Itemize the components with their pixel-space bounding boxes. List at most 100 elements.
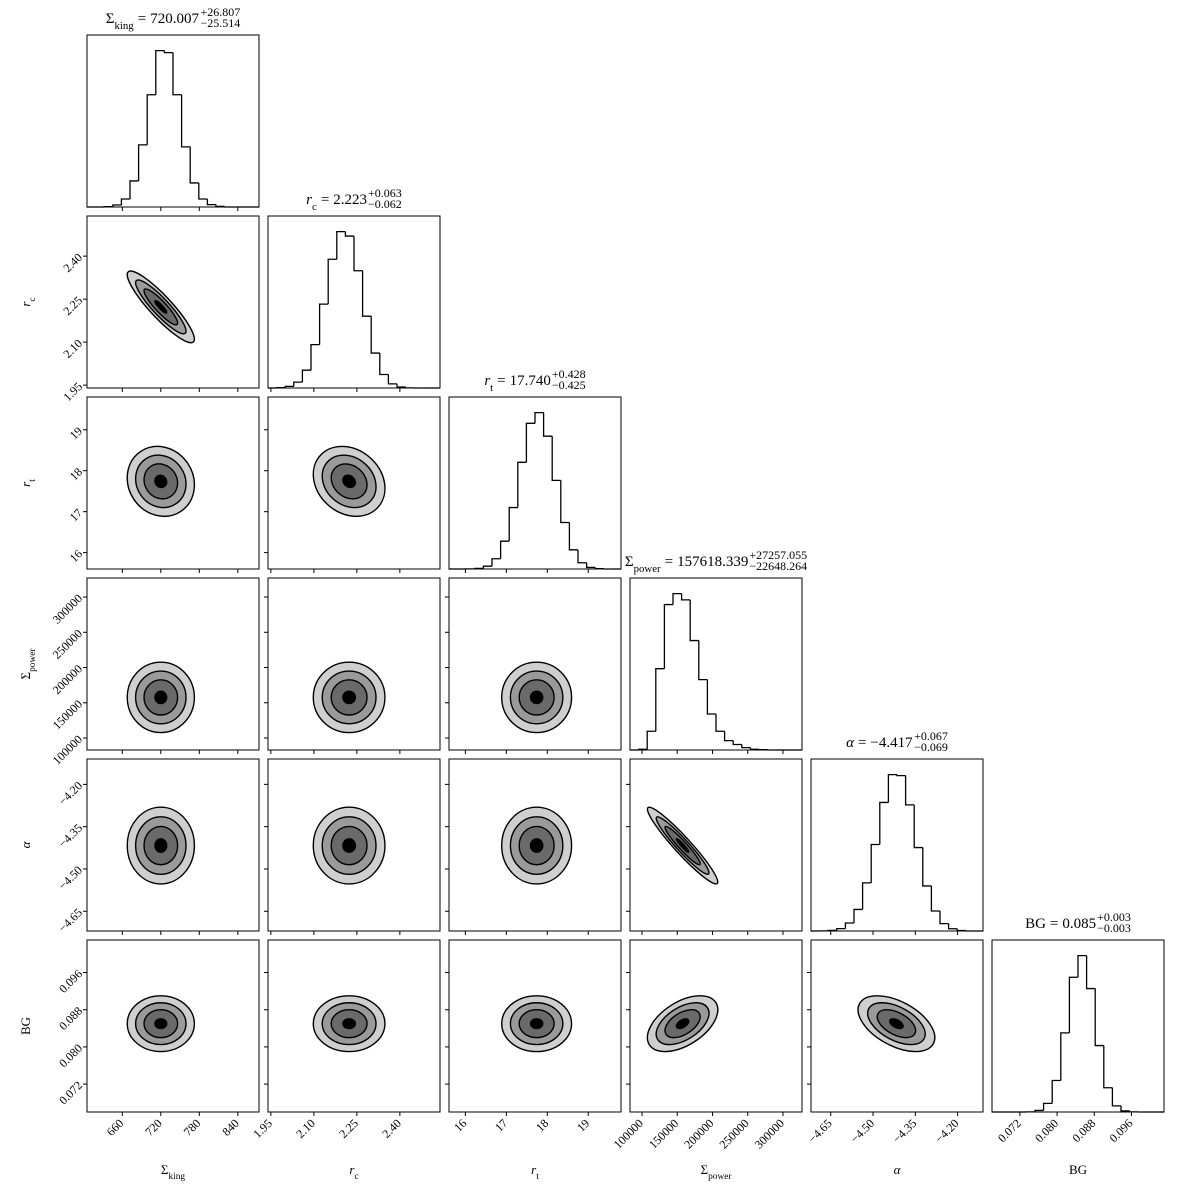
param-subscript: c — [312, 201, 317, 213]
panel-frame — [629, 939, 803, 1113]
histogram-bin — [542, 412, 553, 437]
y-tick-label: 2.40 — [60, 250, 85, 275]
histogram-bin — [689, 599, 699, 642]
title-err-minus: −25.514 — [200, 16, 240, 30]
param-symbol: Σ — [161, 1162, 169, 1177]
histogram-bin — [1094, 988, 1104, 1047]
histogram-bin — [551, 436, 561, 482]
x-tick-label: −4.35 — [890, 1116, 920, 1146]
panel-frame — [86, 215, 260, 389]
x-tick-label: 1.95 — [250, 1116, 275, 1141]
x-tick-label: 150000 — [646, 1116, 681, 1151]
histogram-bin — [482, 565, 492, 569]
histogram-bin — [327, 258, 337, 305]
param-symbol: r — [349, 1162, 355, 1177]
histogram-bin — [749, 747, 759, 750]
title-main: Σpower = 157618.339 — [625, 554, 748, 575]
histogram-bin — [939, 911, 949, 925]
histogram-bin — [594, 567, 604, 570]
histogram-bin — [534, 411, 544, 424]
contour — [675, 1018, 690, 1030]
x-tick-label: 840 — [219, 1116, 242, 1139]
histogram-bin — [198, 182, 208, 200]
title-main: BG = 0.085 — [1025, 916, 1096, 932]
contour-panel: −4.65 −4.50 −4.35 −4.20 — [805, 939, 984, 1146]
panel-frame — [86, 939, 260, 1113]
histogram-bin — [396, 383, 406, 388]
y-tick-label: 100000 — [50, 732, 85, 767]
histogram-bin — [698, 640, 708, 681]
y-tick-label: 16 — [67, 547, 85, 565]
x-tick-label: 2.10 — [293, 1116, 318, 1141]
histogram-bin — [930, 885, 940, 912]
contour — [342, 1018, 357, 1030]
param-subscript: t — [490, 382, 493, 394]
x-tick-label: 660 — [104, 1116, 127, 1139]
histogram-bin — [836, 927, 846, 931]
panel-frame — [448, 939, 622, 1113]
y-tick-label: 0.072 — [56, 1078, 85, 1107]
x-tick-label: 250000 — [716, 1116, 751, 1151]
y-tick-label: 2.25 — [60, 293, 85, 318]
y-tick-label: 0.080 — [56, 1041, 85, 1070]
title-median: −4.417 — [870, 735, 913, 751]
histogram-bin — [655, 668, 665, 732]
param-symbol: r — [18, 481, 33, 487]
title-equals: = — [497, 373, 505, 389]
histogram-bin — [284, 385, 294, 388]
histogram-bin — [1034, 1109, 1044, 1112]
y-tick-label: −4.20 — [56, 779, 86, 809]
histogram-panel: Σking = 720.007 +26.807−25.514 — [86, 5, 260, 211]
histogram-bin — [947, 923, 958, 930]
title-equals: = — [138, 11, 146, 27]
histogram-bin — [715, 714, 725, 732]
title-median: 157618.339 — [677, 554, 748, 570]
y-tick-label: 19 — [67, 424, 85, 442]
histogram-bin — [870, 843, 880, 883]
param-subscript: power — [28, 648, 38, 672]
histogram-panel: α = −4.417 +0.067−0.069 — [810, 729, 984, 935]
histogram-bin — [1051, 1079, 1061, 1104]
panel-title: α = −4.417 +0.067−0.069 — [846, 729, 948, 754]
histogram-bin — [508, 506, 518, 542]
contour — [154, 838, 168, 853]
contour-panel: 1.95 2.10 2.25 2.40 — [250, 939, 441, 1141]
histogram-bin — [293, 381, 303, 387]
histogram-bin — [1085, 955, 1096, 990]
x-tick-label: 780 — [181, 1116, 204, 1139]
x-tick-label: 720 — [142, 1116, 165, 1139]
histogram-panel: 0.072 0.080 0.088 0.096 BG = 0.085 +0.003−0.003 — [991, 910, 1165, 1145]
title-median: 17.740 — [510, 373, 551, 389]
contour-panel — [264, 758, 441, 935]
x-tick-label: 17 — [492, 1116, 510, 1134]
histogram-bin — [155, 49, 165, 95]
contour-panel: 660 720 780 840 0.072 0.080 0.088 0.096 — [56, 939, 260, 1139]
title-median: 720.007 — [150, 11, 199, 27]
panel-frame — [267, 577, 441, 751]
histogram-bin — [172, 52, 182, 96]
contour — [342, 838, 357, 853]
title-err-plus: +26.807 — [200, 5, 240, 19]
param-symbol: Σ — [701, 1162, 709, 1177]
histogram-bin — [560, 480, 570, 524]
contour-panel — [626, 758, 803, 935]
title-median: 2.223 — [333, 192, 367, 208]
contour — [154, 474, 168, 489]
y-tick-label: −4.50 — [56, 863, 86, 893]
x-tick-label: 100000 — [611, 1116, 646, 1151]
panel-frame — [86, 34, 260, 208]
contour — [675, 838, 690, 853]
histogram-bin — [585, 562, 596, 569]
x-axis-label: α — [894, 1162, 902, 1177]
x-tick-label: 0.088 — [1069, 1116, 1098, 1145]
histogram-bin — [310, 343, 320, 371]
title-err-plus: +0.003 — [1097, 910, 1131, 924]
contour — [529, 1018, 544, 1030]
x-tick-label: 18 — [533, 1116, 551, 1134]
param-symbol: BG — [1069, 1162, 1087, 1177]
x-tick-label: 0.096 — [1107, 1116, 1136, 1145]
histogram-panel: rt = 17.740 +0.428−0.425 — [448, 367, 622, 573]
title-err-plus: +0.428 — [552, 367, 586, 381]
histogram-bin — [663, 603, 673, 669]
